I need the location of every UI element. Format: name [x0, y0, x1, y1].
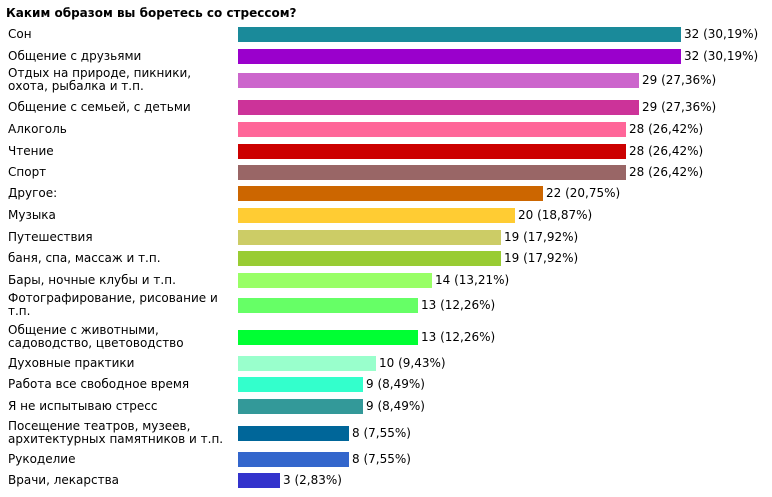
- value-label: 22 (20,75%): [546, 186, 621, 200]
- value-label: 10 (9,43%): [379, 356, 446, 370]
- value-label: 14 (13,21%): [435, 273, 510, 287]
- category-label: Посещение театров, музеев, архитектурных…: [8, 419, 224, 446]
- category-label: Путешествия: [8, 229, 93, 244]
- bar: [238, 122, 626, 137]
- value-label: 8 (7,55%): [352, 452, 411, 466]
- bar: [238, 473, 280, 488]
- category-label: баня, спа, массаж и т.п.: [8, 250, 161, 265]
- category-label: Другое:: [8, 185, 58, 200]
- value-label: 9 (8,49%): [366, 399, 425, 413]
- bar: [238, 330, 418, 345]
- category-label: Музыка: [8, 207, 56, 222]
- category-label: Фотографирование, рисование и т.п.: [8, 291, 218, 318]
- bar: [238, 186, 543, 201]
- value-label: 28 (26,42%): [629, 122, 704, 136]
- value-label: 29 (27,36%): [642, 73, 717, 87]
- value-label: 13 (12,26%): [421, 330, 496, 344]
- bar: [238, 298, 418, 313]
- bar: [238, 208, 515, 223]
- category-label: Отдых на природе, пикники, охота, рыбалк…: [8, 66, 192, 93]
- value-label: 8 (7,55%): [352, 426, 411, 440]
- category-label: Общение с друзьями: [8, 48, 142, 63]
- value-label: 20 (18,87%): [518, 208, 593, 222]
- bar: [238, 452, 349, 467]
- bar: [238, 27, 681, 42]
- bar: [238, 73, 639, 88]
- category-label: Сон: [8, 26, 32, 41]
- category-label: Духовные практики: [8, 355, 135, 370]
- value-label: 3 (2,83%): [283, 473, 342, 487]
- bar: [238, 377, 363, 392]
- category-label: Я не испытываю стресс: [8, 398, 158, 413]
- value-label: 9 (8,49%): [366, 377, 425, 391]
- bar: [238, 426, 349, 441]
- value-label: 19 (17,92%): [504, 230, 579, 244]
- category-label: Алкоголь: [8, 121, 67, 136]
- bar: [238, 399, 363, 414]
- category-label: Общение с животными, садоводство, цветов…: [8, 323, 184, 350]
- chart-title: Каким образом вы боретесь со стрессом?: [6, 6, 297, 20]
- category-label: Общение с семьей, с детьми: [8, 99, 191, 114]
- bar: [238, 273, 432, 288]
- bar: [238, 49, 681, 64]
- bar: [238, 230, 501, 245]
- category-label: Чтение: [8, 143, 54, 158]
- bar: [238, 356, 376, 371]
- bar: [238, 100, 639, 115]
- bar: [238, 251, 501, 266]
- value-label: 29 (27,36%): [642, 100, 717, 114]
- value-label: 13 (12,26%): [421, 298, 496, 312]
- category-label: Рукоделие: [8, 451, 76, 466]
- value-label: 28 (26,42%): [629, 144, 704, 158]
- value-label: 28 (26,42%): [629, 165, 704, 179]
- category-label: Спорт: [8, 164, 47, 179]
- category-label: Бары, ночные клубы и т.п.: [8, 272, 176, 287]
- bar: [238, 144, 626, 159]
- value-label: 32 (30,19%): [684, 49, 759, 63]
- value-label: 19 (17,92%): [504, 251, 579, 265]
- category-label: Работа все свободное время: [8, 376, 190, 391]
- bar: [238, 165, 626, 180]
- category-label: Врачи, лекарства: [8, 472, 120, 487]
- value-label: 32 (30,19%): [684, 27, 759, 41]
